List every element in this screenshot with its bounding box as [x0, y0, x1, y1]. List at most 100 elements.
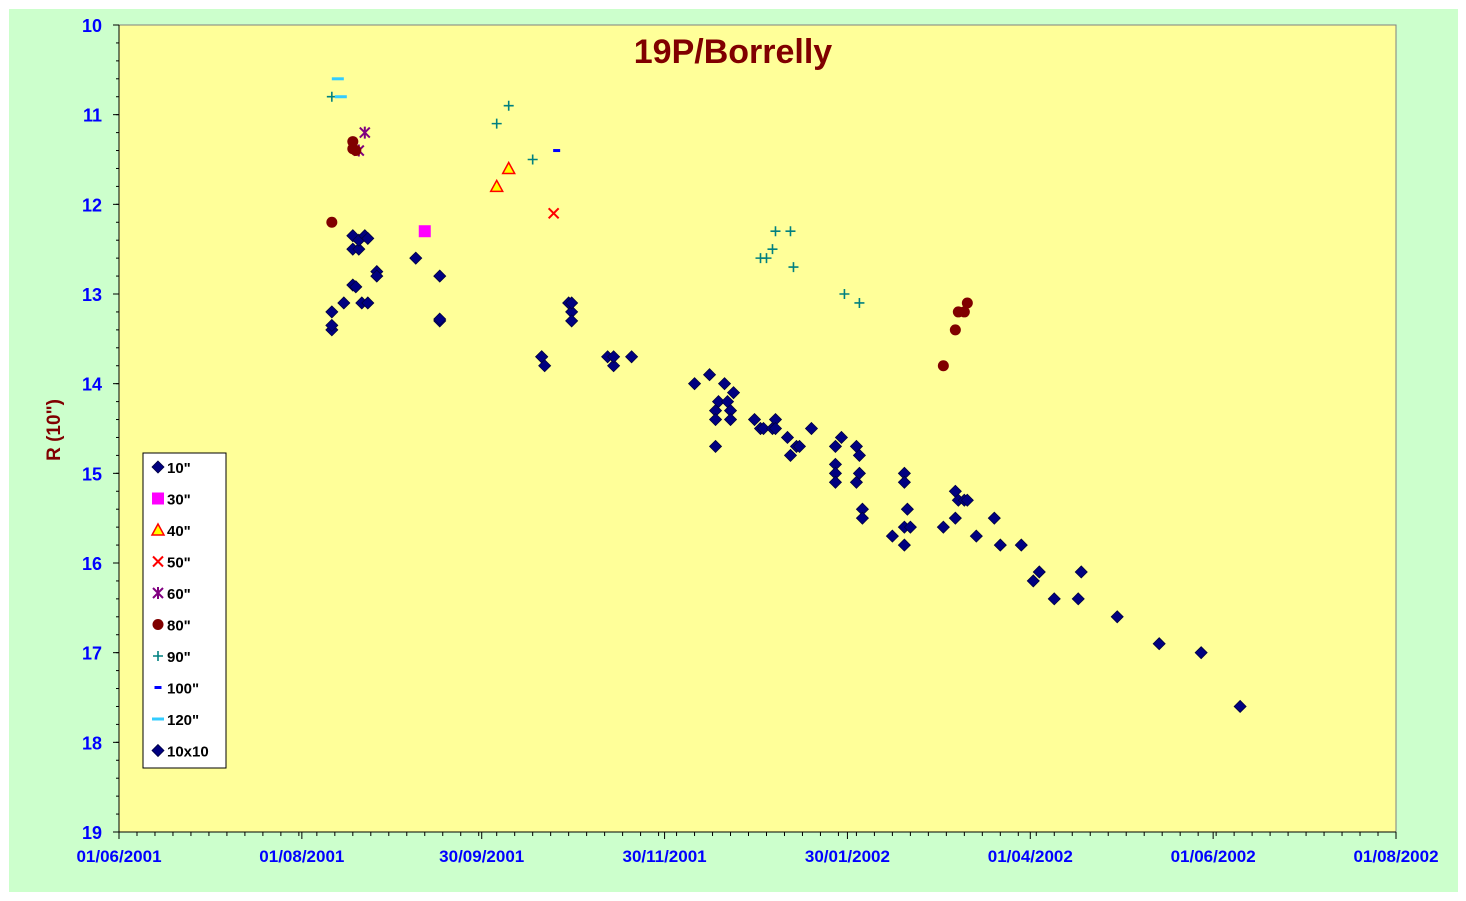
data-point — [726, 386, 741, 400]
legend-label: 40" — [167, 523, 191, 540]
legend-label: 100" — [167, 681, 199, 698]
legend-marker — [154, 686, 162, 689]
data-point — [767, 244, 778, 255]
data-point — [547, 207, 560, 220]
data-point — [723, 412, 738, 427]
legend-marker — [151, 460, 165, 474]
x-tick-label: 30/09/2001 — [439, 847, 524, 866]
data-point — [852, 448, 866, 462]
data-point — [949, 324, 961, 336]
x-axis: 01/06/2001 01/08/2001 30/09/2001 30/11/2001… — [76, 831, 1439, 866]
x-tick-label: 01/08/2002 — [1353, 847, 1438, 866]
data-point — [607, 350, 621, 364]
data-point — [1047, 592, 1061, 606]
data-point — [948, 511, 962, 525]
data-point — [687, 377, 702, 391]
data-point — [359, 126, 371, 139]
data-point — [538, 359, 552, 373]
legend-label: 50" — [167, 555, 191, 572]
legend-label: 120" — [167, 712, 199, 729]
series-2 — [489, 160, 516, 193]
legend-marker — [152, 587, 164, 599]
data-point — [788, 262, 799, 273]
data-point — [903, 520, 917, 534]
data-point — [885, 529, 899, 543]
series-1 — [418, 225, 431, 238]
legend-marker — [152, 555, 164, 568]
data-point — [961, 297, 973, 309]
data-point — [828, 475, 843, 489]
y-tick-label: 13 — [82, 285, 102, 305]
data-point — [854, 297, 865, 308]
data-point — [370, 269, 384, 283]
data-point — [409, 251, 423, 265]
legend-label: 80" — [167, 618, 191, 635]
data-point — [711, 395, 726, 409]
chart-title: 19P/Borrelly — [634, 33, 833, 71]
y-tick-label: 11 — [83, 106, 102, 126]
data-point — [780, 430, 795, 445]
data-point — [350, 145, 362, 157]
data-point — [325, 318, 339, 332]
data-point — [1152, 637, 1166, 651]
data-point — [352, 242, 366, 256]
x-tick-label: 01/04/2002 — [988, 847, 1073, 866]
data-point — [897, 538, 911, 552]
data-point — [900, 502, 914, 516]
legend-marker — [151, 743, 165, 758]
data-point — [717, 377, 732, 391]
data-point — [969, 529, 983, 543]
data-point — [756, 421, 771, 436]
series-0 — [325, 229, 1247, 714]
x-tick-label: 30/01/2002 — [805, 847, 890, 866]
data-point — [1032, 565, 1046, 579]
data-point — [501, 160, 516, 175]
y-tick-label: 16 — [82, 554, 102, 574]
series-7 — [553, 149, 561, 153]
legend: 10" 30" 40" 50" 60" 80" 90" 100" 120" 10x10 — [142, 452, 227, 769]
series-6 — [326, 91, 865, 308]
data-point — [993, 538, 1007, 552]
data-point — [855, 511, 869, 525]
data-point — [553, 149, 561, 153]
data-point — [1071, 592, 1085, 606]
data-point — [433, 269, 447, 283]
legend-marker — [153, 651, 163, 661]
data-point — [491, 118, 502, 129]
data-point — [768, 421, 783, 436]
data-point — [1194, 646, 1208, 660]
data-point — [987, 511, 1001, 525]
data-point — [527, 154, 538, 165]
data-point — [361, 296, 375, 310]
legend-label: 90" — [167, 649, 191, 666]
y-tick-label: 17 — [82, 644, 102, 664]
data-point — [1233, 699, 1247, 714]
data-point — [1074, 565, 1088, 579]
data-point — [337, 296, 351, 310]
data-point — [708, 412, 723, 427]
data-point — [334, 95, 347, 99]
data-point — [349, 280, 363, 294]
data-point — [418, 225, 431, 238]
legend-marker — [152, 492, 164, 505]
x-tick-label: 01/08/2001 — [259, 847, 344, 866]
data-point — [785, 226, 796, 237]
data-point — [325, 305, 339, 319]
data-point — [433, 312, 447, 326]
y-tick-label: 10 — [82, 16, 102, 36]
data-point — [607, 359, 621, 373]
data-point — [1014, 538, 1028, 552]
data-point — [792, 439, 807, 453]
data-point — [1110, 610, 1124, 624]
data-point — [828, 439, 843, 453]
legend-label: 10" — [167, 460, 191, 477]
legend-marker — [152, 717, 164, 721]
legend-label: 10x10 — [167, 744, 209, 761]
x-tick-label: 30/11/2001 — [622, 847, 706, 866]
x-tick-label: 01/06/2001 — [76, 847, 161, 866]
legend-box — [142, 452, 227, 769]
data-point — [834, 430, 848, 445]
series-5 — [326, 136, 973, 372]
data-point — [783, 448, 798, 462]
data-point — [489, 178, 504, 193]
